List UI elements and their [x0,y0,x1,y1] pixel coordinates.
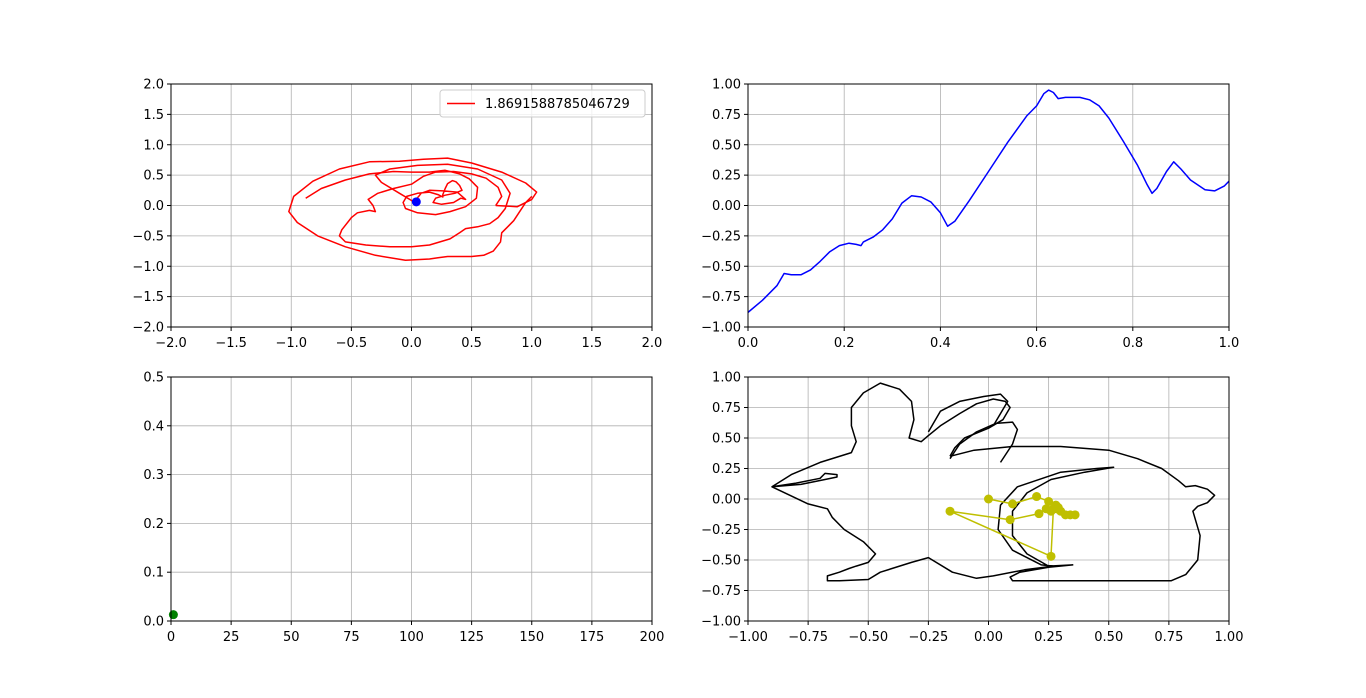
series-line-bottom-right-2 [771,382,1216,582]
legend-box [439,89,646,118]
x-tick-label: 0.4 [930,336,951,351]
y-tick-label: 0.0 [143,615,164,630]
x-tick-label: 0.25 [1034,630,1063,645]
axes-bottom-left: 0 25 50 75 100 125 150 175 200 0.0 0.1 0.2 0.3 0.4 0.5 [143,371,664,646]
y-tick-label: 0.2 [143,517,164,532]
series-group [771,382,1216,582]
y-tick-label: −1.5 [132,290,164,305]
data-point-bottom-right-4-11 [1034,509,1044,519]
y-tick-label: 0.75 [712,401,741,416]
data-point-bottom-right-4-0 [984,494,993,504]
y-tick-label: −0.75 [701,290,741,305]
series-group [288,157,538,261]
y-tick-label: 0.50 [712,138,741,153]
series-line-bottom-right-3 [771,472,838,488]
y-tick-label: 1.00 [712,371,741,386]
x-tick-label: 0.2 [834,336,855,351]
axes-top-left: −2.0 −1.5 −1.0 −0.5 0.0 0.5 1.0 1.5 2.0 −2.0 −1.5 −… [132,78,662,352]
x-tick-label: 0.75 [1154,630,1183,645]
x-tick-label: −1.00 [728,630,768,645]
y-tick-label: 0.3 [143,468,164,483]
y-tick-label: 1.0 [143,138,164,153]
y-tick-label: 0.5 [143,371,164,386]
x-tick-label: 2.0 [642,336,663,351]
x-tick-label: −1.0 [275,336,307,351]
data-point-bottom-right-4-13 [945,506,955,516]
data-point-bottom-right-4-8 [1060,510,1070,520]
series-group [748,89,1229,313]
y-tick-label: 0.1 [143,566,164,581]
x-tick-label: −0.50 [848,630,888,645]
y-tick-label: −0.5 [132,229,164,244]
data-point-bottom-right-4-2 [1032,492,1042,502]
y-tick-label: −0.50 [701,554,741,569]
y-tick-label: 0.4 [143,419,164,434]
y-tick-label: 1.00 [712,78,741,93]
axes-top-right: 0.0 0.2 0.4 0.6 0.8 1.0 −1.00 −0.75 −0.50 −0.25 0.… [701,78,1239,352]
y-tick-label: 0.00 [712,199,741,214]
y-tick-label: 0.25 [712,169,741,184]
x-tick-label: −2.0 [155,336,187,351]
data-point-bottom-right-4-16 [1053,503,1063,513]
x-tick-label: 25 [223,630,240,645]
series-line-bottom-right-1 [927,393,1009,433]
x-tick-label: 100 [399,630,424,645]
x-tick-label: 0.00 [974,630,1003,645]
legend-label: 1.8691588785046729 [485,97,630,112]
data-point-bottom-right-4-1 [1008,499,1018,509]
series-line-top-left-2 [288,157,538,261]
y-tick-label: −1.00 [701,615,741,630]
x-tick-label: 0.8 [1122,336,1143,351]
x-tick-label: 0.6 [1026,336,1047,351]
y-tick-label: −0.75 [701,584,741,599]
x-tick-label: 0.0 [401,336,422,351]
x-tick-label: 1.0 [1219,336,1240,351]
x-tick-label: 0 [167,630,175,645]
x-tick-label: 1.5 [582,336,603,351]
y-tick-label: −1.0 [132,260,164,275]
x-tick-label: 0.5 [461,336,482,351]
x-tick-label: 50 [283,630,300,645]
x-tick-label: −0.5 [336,336,368,351]
x-tick-label: 150 [519,630,544,645]
y-tick-label: 0.75 [712,108,741,123]
y-tick-label: 1.5 [143,108,164,123]
x-tick-label: −0.25 [908,630,948,645]
data-point-bottom-right-4-3 [1044,496,1054,506]
y-tick-label: 0.25 [712,462,741,477]
y-tick-label: 0.5 [143,169,164,184]
series-line-bottom-right-0 [949,421,1019,463]
x-tick-label: −0.75 [788,630,828,645]
y-tick-label: −0.50 [701,260,741,275]
axes-bottom-right: −1.00 −0.75 −0.50 −0.25 0.00 0.25 0.50 0.75 1.00… [701,371,1243,646]
x-tick-label: 125 [459,630,484,645]
data-point-bottom-right-4-14 [1046,551,1056,561]
x-tick-label: 200 [640,630,665,645]
data-point-bottom-right-4-12 [1005,515,1015,525]
legend: 1.8691588785046729 [439,89,646,118]
data-point-bottom-right-4-10 [1041,504,1051,514]
x-tick-label: 0.0 [738,336,759,351]
series-line-top-right-0 [748,89,1229,313]
series-line-top-left-0 [305,169,479,216]
x-tick-label: 1.00 [1215,630,1244,645]
x-tick-label: 0.50 [1094,630,1123,645]
data-point-bottom-left-0-0 [168,610,178,620]
y-tick-label: 0.50 [712,432,741,447]
y-tick-label: −1.00 [701,321,741,336]
y-tick-label: 0.0 [143,199,164,214]
x-tick-label: 1.0 [521,336,542,351]
y-tick-label: −0.25 [701,229,741,244]
y-tick-label: 2.0 [143,78,164,93]
series-line-top-left-1 [338,163,511,248]
data-point-top-left-3-0 [411,197,421,207]
x-tick-label: 75 [343,630,360,645]
data-point-bottom-right-4-7 [1070,510,1080,520]
x-tick-label: 175 [579,630,604,645]
x-tick-label: −1.5 [215,336,247,351]
y-tick-label: −0.25 [701,523,741,538]
y-tick-label: 0.00 [712,493,741,508]
y-tick-label: −2.0 [132,321,164,336]
